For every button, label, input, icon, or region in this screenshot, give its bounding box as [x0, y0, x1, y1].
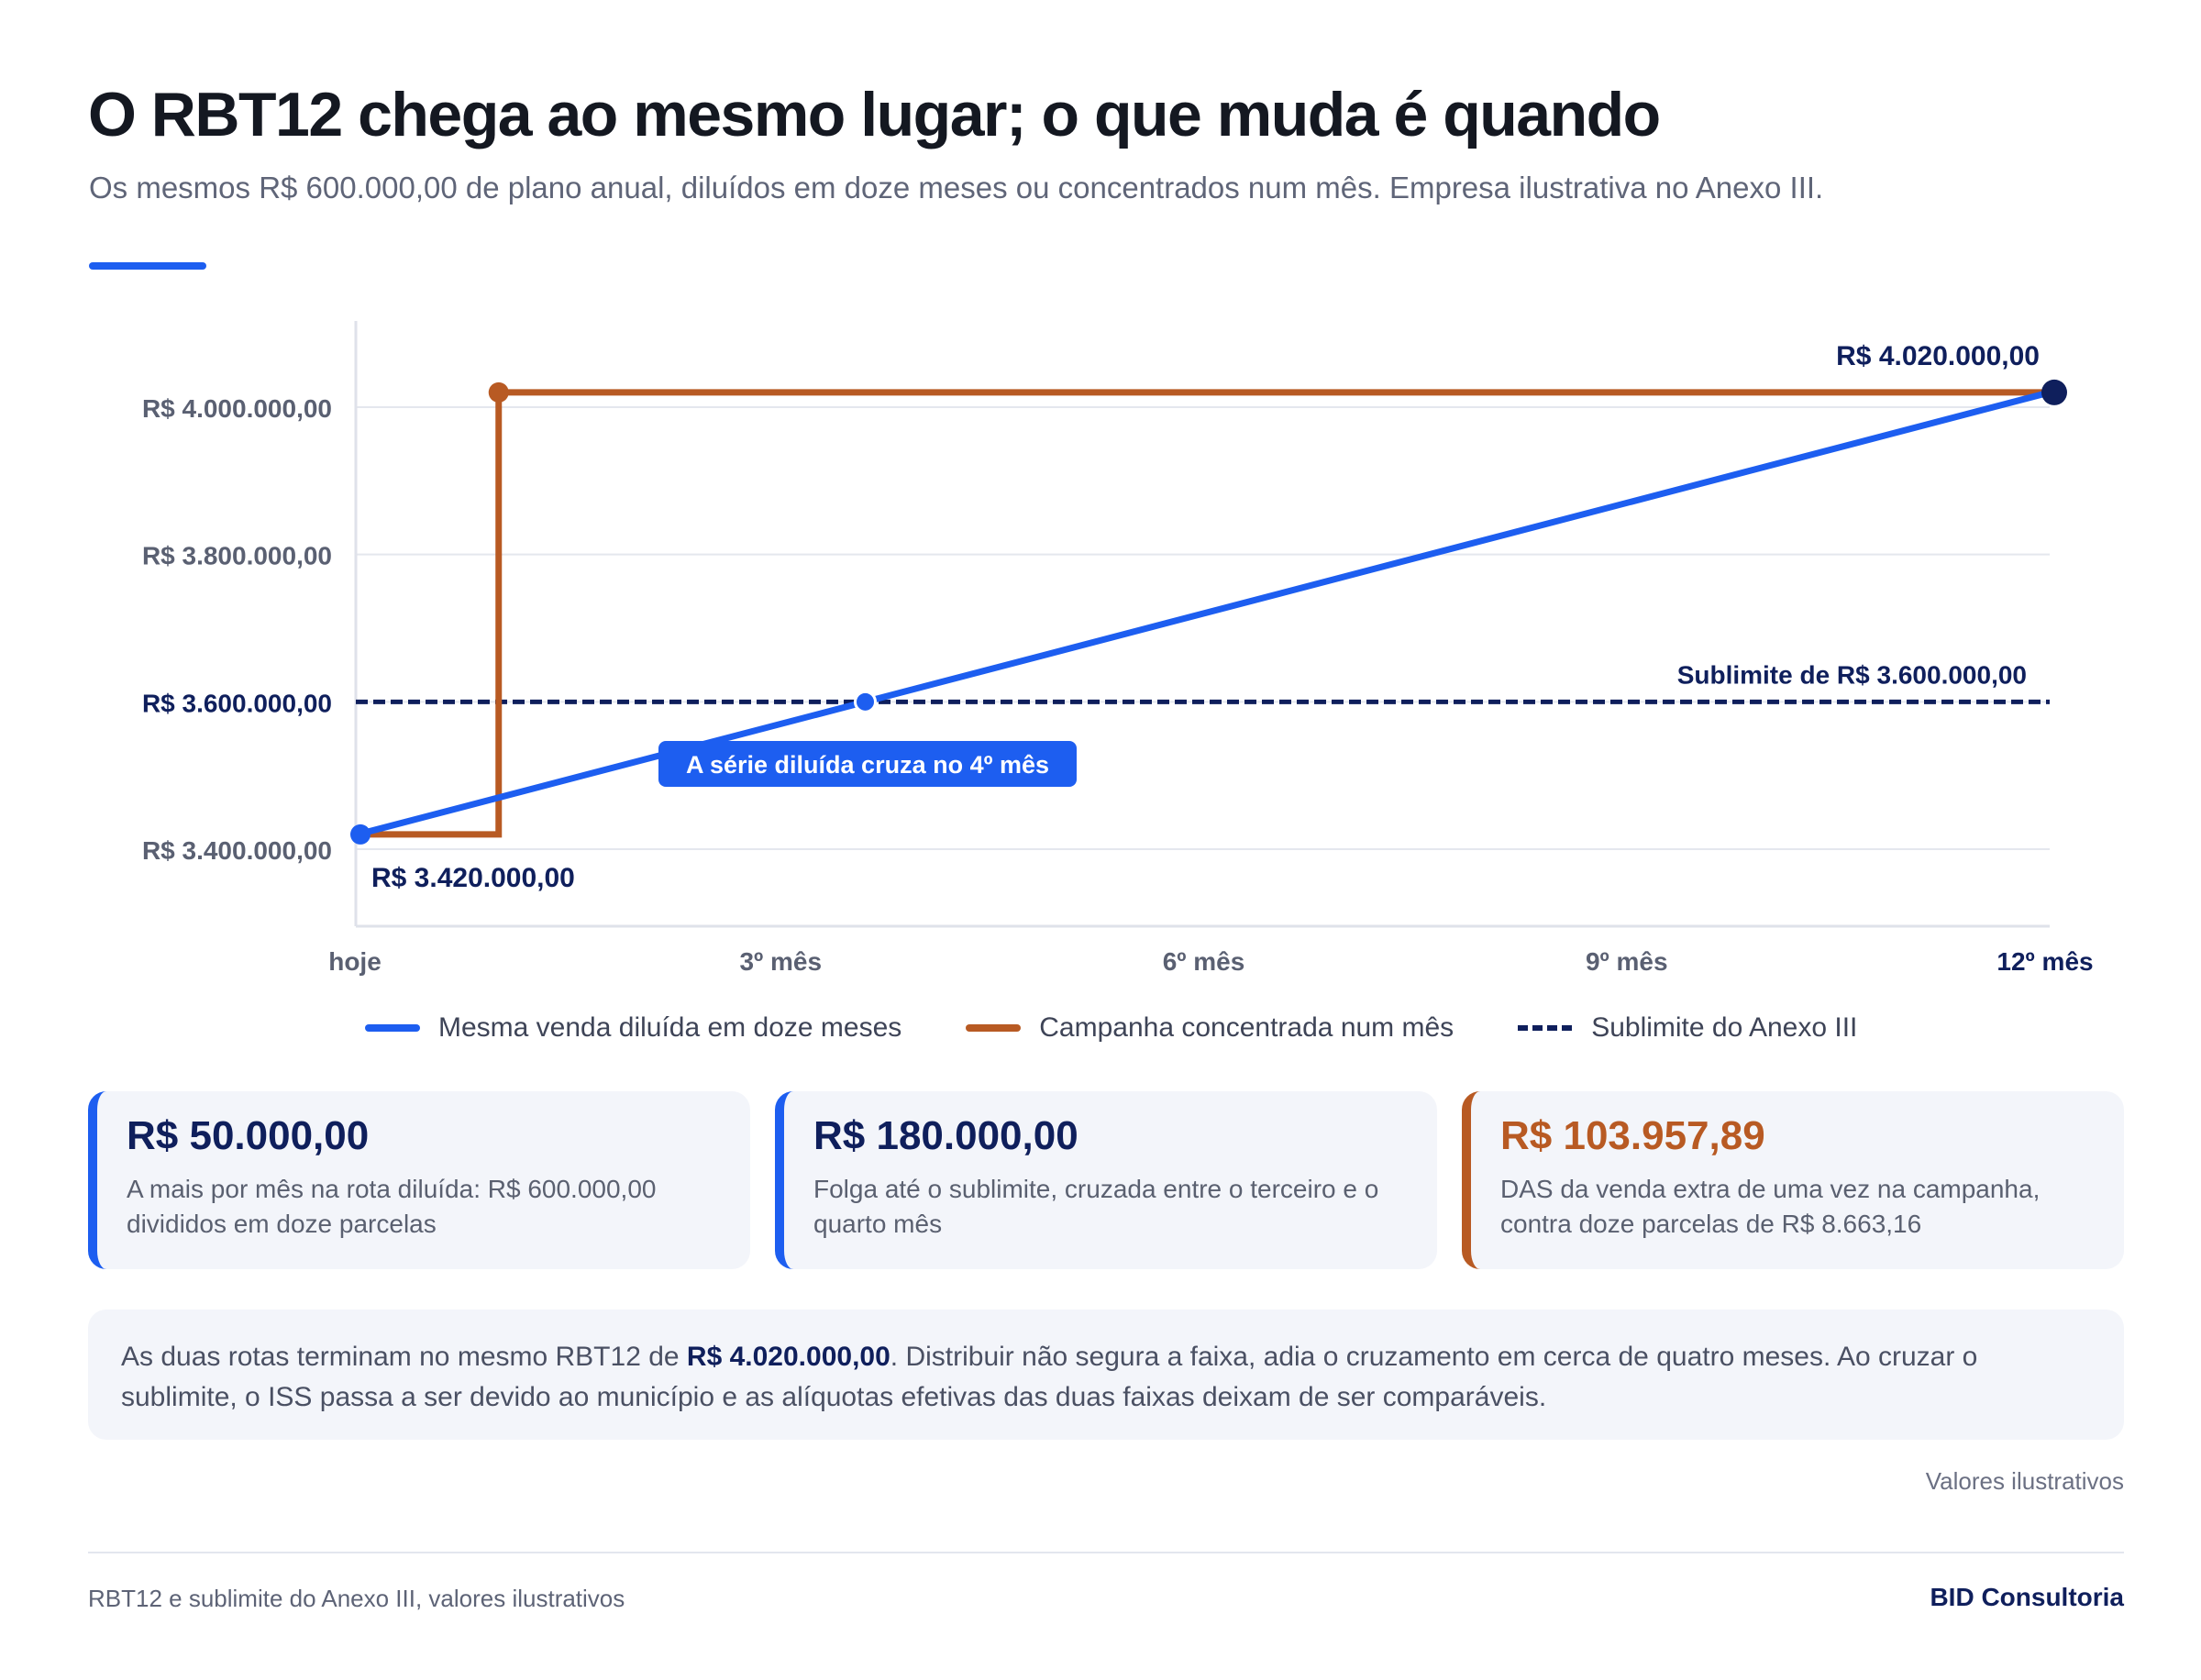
footer-source: RBT12 e sublimite do Anexo III, valores …: [88, 1585, 625, 1612]
y-tick-label: R$ 3.800.000,00: [142, 542, 332, 570]
start-value-label: R$ 3.420.000,00: [371, 863, 575, 893]
diluted-series-line: [357, 389, 2051, 838]
legend-label-campaign: Campanha concentrada num mês: [1039, 1012, 1454, 1043]
illustrative-values-note: Valores ilustrativos: [1925, 1467, 2124, 1495]
summary-note: As duas rotas terminam no mesmo RBT12 de…: [88, 1310, 2124, 1440]
x-tick-label: 3º mês: [739, 947, 822, 976]
card-description: A mais por mês na rota diluída: R$ 600.0…: [127, 1175, 657, 1238]
crossing-callout-box: [658, 741, 1077, 787]
sublimit-label: Sublimite de R$ 3.600.000,00: [1677, 660, 2027, 689]
accent-bar: [89, 262, 206, 270]
summary-cards: R$ 50.000,00 A mais por mês na rota dilu…: [88, 1091, 2124, 1269]
legend-item-campaign: Campanha concentrada num mês: [966, 1012, 1454, 1044]
card-headroom: R$ 180.000,00 Folga até o sublimite, cru…: [775, 1091, 1437, 1269]
y-tick-label: R$ 4.000.000,00: [142, 394, 332, 423]
end-value-label: R$ 4.020.000,00: [1836, 341, 2040, 371]
start-point-marker: [350, 823, 371, 845]
crossing-callout-label: A série diluída cruza no 4º mês: [686, 751, 1049, 779]
end-point-marker: [2041, 379, 2067, 405]
crossing-point-marker: [854, 690, 877, 713]
footer-brand: BID Consultoria: [1930, 1583, 2124, 1611]
campaign-series-line: [358, 389, 2050, 838]
y-tick-label: R$ 3.600.000,00: [142, 689, 332, 717]
note-text-before: As duas rotas terminam no mesmo RBT12 de: [121, 1342, 687, 1372]
x-tick-label: hoje: [328, 947, 382, 976]
legend-swatch-dashed: [1518, 1025, 1574, 1031]
legend-swatch-blue: [365, 1024, 420, 1032]
note-highlight-value: R$ 4.020.000,00: [686, 1342, 890, 1372]
footer-divider: [88, 1552, 2124, 1553]
card-value: R$ 103.957,89: [1500, 1113, 1765, 1158]
card-value: R$ 180.000,00: [813, 1113, 1078, 1158]
card-das-campaign: R$ 103.957,89 DAS da venda extra de uma …: [1462, 1091, 2124, 1269]
card-value: R$ 50.000,00: [127, 1113, 370, 1158]
x-tick-label: 6º mês: [1163, 947, 1245, 976]
campaign-jump-marker: [488, 381, 509, 403]
rbt12-line-chart: R$ 3.400.000,00 R$ 3.600.000,00 R$ 3.800.0…: [142, 321, 2094, 976]
legend-item-sublimit: Sublimite do Anexo III: [1518, 1012, 1857, 1044]
y-tick-label: R$ 3.400.000,00: [142, 836, 332, 865]
legend-label-diluted: Mesma venda diluída em doze meses: [438, 1012, 902, 1043]
legend-item-diluted: Mesma venda diluída em doze meses: [365, 1012, 901, 1044]
page-title: O RBT12 chega ao mesmo lugar; o que muda…: [88, 80, 1661, 149]
x-tick-label: 12º mês: [1996, 947, 2093, 976]
legend-swatch-orange: [966, 1024, 1022, 1032]
note-text-after: . Distribuir não segura a faixa, adia o …: [121, 1342, 1978, 1412]
card-description: DAS da venda extra de uma vez na campanh…: [1500, 1175, 2041, 1238]
legend-label-sublimit: Sublimite do Anexo III: [1591, 1012, 1858, 1043]
card-monthly-extra: R$ 50.000,00 A mais por mês na rota dilu…: [88, 1091, 750, 1269]
card-description: Folga até o sublimite, cruzada entre o t…: [813, 1175, 1379, 1238]
chart-legend: Mesma venda diluída em doze meses Campan…: [365, 1012, 1921, 1044]
x-tick-label: 9º mês: [1586, 947, 1668, 976]
page-subtitle: Os mesmos R$ 600.000,00 de plano anual, …: [89, 171, 1824, 204]
